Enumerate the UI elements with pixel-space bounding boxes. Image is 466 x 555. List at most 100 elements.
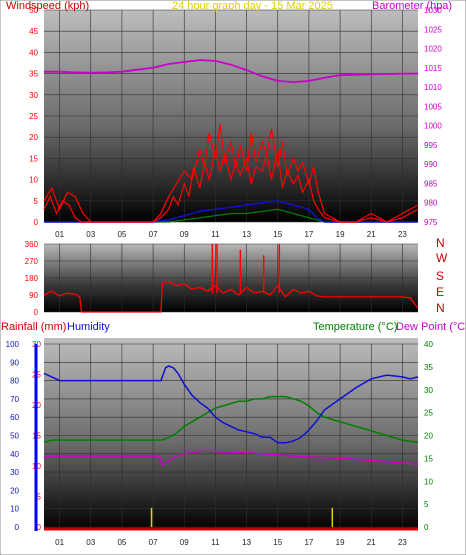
barometer-tick-label: 985	[424, 179, 438, 188]
humidity-tick-label: 50	[10, 432, 19, 441]
windspeed-axis-ticks: 0 5 10 15 20 25 30 35 40 45 50	[29, 6, 38, 227]
windspeed-tick-label: 20	[29, 133, 38, 142]
barometer-axis-ticks: 975 980 985 990 995 1000 1005 1010 1015 1020 1025 1…	[424, 6, 442, 227]
temperature-axis-label: Temperature (°C)	[313, 321, 397, 333]
barometer-tick-label: 1030	[424, 6, 442, 15]
barometer-tick-label: 980	[424, 199, 438, 208]
barometer-tick-label: 1005	[424, 102, 442, 111]
humidity-tick-label: 40	[10, 450, 19, 459]
humidity-tick-label: 30	[10, 468, 19, 477]
windspeed-axis-label: Windspeed (kph)	[6, 0, 89, 12]
barometer-tick-label: 1025	[424, 25, 442, 34]
x-tick-label: 13	[242, 538, 251, 547]
dewpoint-line	[43, 450, 419, 467]
x-tick-label: 07	[149, 538, 158, 547]
compass-label: E	[436, 285, 444, 299]
temperature-tick-label: 40	[424, 340, 433, 349]
direction-chart-series	[43, 244, 419, 313]
x-tick-label: 03	[86, 230, 95, 239]
temperature-tick-label: 30	[424, 386, 433, 395]
humidity-tick-label: 0	[15, 523, 20, 532]
humidity-tick-label: 70	[10, 395, 19, 404]
wind-chart-series	[43, 59, 419, 223]
direction-tick-label: 360	[25, 240, 39, 249]
wind-low-line	[44, 208, 418, 223]
direction-tick-label: 180	[25, 274, 39, 283]
temperature-tick-label: 20	[424, 432, 433, 441]
wind-chart-grid	[44, 9, 418, 223]
rainfall-tick-label: 5	[37, 493, 42, 502]
windspeed-tick-label: 25	[29, 112, 38, 121]
rainfall-tick-label: 0	[37, 523, 42, 532]
humidity-line	[43, 365, 419, 444]
barometer-tick-label: 995	[424, 141, 438, 150]
x-tick-label: 09	[180, 230, 189, 239]
x-tick-label: 01	[55, 230, 64, 239]
compass-label: N	[436, 301, 445, 315]
humidity-tick-label: 10	[10, 505, 19, 514]
x-tick-label: 03	[86, 538, 95, 547]
temp-chart-x-ticks: 01 03 05 07 09 11 13 15 17 19 21 23	[55, 538, 407, 547]
compass-label: N	[436, 236, 445, 250]
humidity-tick-label: 60	[10, 413, 19, 422]
wind-chart-x-ticks: 01 03 05 07 09 11 13 15 17 19 21 23	[55, 230, 407, 239]
x-tick-label: 11	[211, 230, 220, 239]
humidity-tick-label: 100	[6, 340, 20, 349]
humidity-tick-label: 80	[10, 377, 19, 386]
windspeed-line	[43, 149, 419, 223]
temperature-tick-label: 25	[424, 409, 433, 418]
direction-axis-ticks: 0 90 180 270 360	[25, 240, 39, 317]
temperature-tick-label: 5	[424, 500, 429, 509]
dewpoint-axis-label: Dew Point (°C)	[396, 321, 466, 333]
x-tick-label: 19	[336, 230, 345, 239]
wind-direction-line	[43, 281, 419, 313]
wind-average-line	[44, 200, 418, 223]
temperature-line	[43, 395, 419, 444]
x-tick-label: 15	[273, 230, 282, 239]
x-tick-label: 11	[211, 538, 220, 547]
x-tick-label: 07	[149, 230, 158, 239]
windspeed-tick-label: 35	[29, 70, 38, 79]
windspeed-tick-label: 15	[29, 154, 38, 163]
temp-chart-grid	[44, 343, 418, 528]
x-tick-label: 21	[367, 230, 376, 239]
barometer-tick-label: 1020	[424, 45, 442, 54]
direction-tick-label: 270	[25, 257, 39, 266]
direction-chart-grid	[44, 243, 418, 313]
barometer-tick-label: 1015	[424, 64, 442, 73]
x-tick-label: 23	[398, 230, 407, 239]
humidity-axis-ticks: 0 10 20 30 40 50 60 70 80 90 100	[6, 340, 20, 532]
temp-chart-series	[43, 365, 419, 527]
x-tick-label: 19	[336, 538, 345, 547]
x-tick-label: 13	[242, 230, 251, 239]
windspeed-tick-label: 0	[34, 218, 39, 227]
compass-label: S	[436, 269, 444, 283]
barometer-axis-label: Barometer (hpa)	[372, 0, 452, 12]
x-tick-label: 21	[367, 538, 376, 547]
barometer-tick-label: 1000	[424, 122, 442, 131]
windspeed-tick-label: 40	[29, 48, 38, 57]
temperature-tick-label: 10	[424, 477, 433, 486]
chart-title: 24 hour graph day - 15 Mar 2025	[172, 0, 333, 12]
rainfall-axis-label: Rainfall (mm)	[1, 321, 66, 333]
barometer-line	[44, 59, 418, 84]
windspeed-tick-label: 30	[29, 91, 38, 100]
windspeed-tick-label: 5	[34, 197, 39, 206]
humidity-tick-label: 20	[10, 486, 19, 495]
temperature-axis-ticks: 0 5 10 15 20 25 30 35 40	[424, 340, 433, 532]
x-tick-label: 17	[304, 538, 313, 547]
barometer-tick-label: 990	[424, 160, 438, 169]
temperature-tick-label: 15	[424, 454, 433, 463]
x-tick-label: 17	[304, 230, 313, 239]
barometer-tick-label: 1010	[424, 83, 442, 92]
x-tick-label: 01	[55, 538, 64, 547]
windspeed-tick-label: 50	[29, 6, 38, 15]
x-tick-label: 15	[273, 538, 282, 547]
temperature-tick-label: 35	[424, 363, 433, 372]
x-tick-label: 05	[117, 230, 126, 239]
x-tick-label: 23	[398, 538, 407, 547]
